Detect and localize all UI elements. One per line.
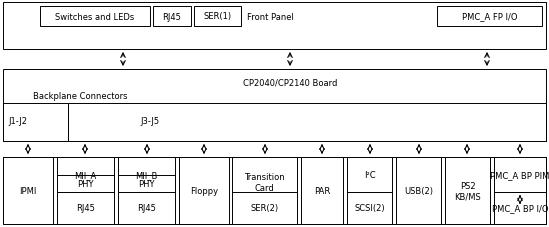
- Bar: [347, 157, 392, 192]
- Text: PS2
KB/MS: PS2 KB/MS: [454, 181, 481, 200]
- Text: PMC_A BP PIM: PMC_A BP PIM: [490, 170, 549, 179]
- Bar: [3, 3, 546, 50]
- Bar: [57, 192, 114, 224]
- Text: Floppy: Floppy: [190, 186, 218, 195]
- Text: MII_A: MII_A: [74, 170, 97, 179]
- Bar: [396, 157, 441, 224]
- Text: SER(1): SER(1): [204, 12, 232, 21]
- Text: MII_B: MII_B: [135, 170, 158, 179]
- Bar: [194, 7, 241, 27]
- Text: USB(2): USB(2): [404, 186, 433, 195]
- Bar: [153, 7, 191, 27]
- Text: Switches and LEDs: Switches and LEDs: [55, 12, 135, 21]
- Bar: [3, 70, 546, 141]
- Text: PHY: PHY: [77, 179, 94, 188]
- Text: PMC_A BP I/O: PMC_A BP I/O: [492, 204, 548, 212]
- Text: Transition
Card: Transition Card: [244, 173, 285, 192]
- Text: SER(2): SER(2): [250, 204, 278, 212]
- Bar: [437, 7, 542, 27]
- Text: PAR: PAR: [314, 186, 330, 195]
- Bar: [232, 157, 297, 207]
- Bar: [118, 192, 175, 224]
- Bar: [494, 157, 546, 192]
- Bar: [301, 157, 343, 224]
- Text: PMC_A FP I/O: PMC_A FP I/O: [462, 12, 517, 21]
- Text: IPMI: IPMI: [19, 186, 37, 195]
- Text: Front Panel: Front Panel: [247, 13, 293, 22]
- Text: RJ45: RJ45: [163, 12, 181, 21]
- Bar: [40, 7, 150, 27]
- Text: I²C: I²C: [363, 170, 376, 179]
- Bar: [347, 192, 392, 224]
- Bar: [118, 175, 175, 192]
- Bar: [3, 157, 546, 224]
- Bar: [232, 192, 297, 224]
- Bar: [179, 157, 229, 224]
- Text: RJ45: RJ45: [137, 204, 156, 212]
- Bar: [3, 104, 68, 141]
- Bar: [3, 157, 53, 224]
- Bar: [57, 175, 114, 192]
- Bar: [494, 192, 546, 224]
- Text: J1-J2: J1-J2: [8, 117, 27, 126]
- Bar: [57, 157, 114, 192]
- Text: CP2040/CP2140 Board: CP2040/CP2140 Board: [243, 78, 337, 87]
- Bar: [118, 157, 175, 192]
- Text: J3-J5: J3-J5: [140, 117, 159, 126]
- Text: Backplane Connectors: Backplane Connectors: [33, 92, 127, 101]
- Text: RJ45: RJ45: [76, 204, 95, 212]
- Text: PHY: PHY: [138, 179, 155, 188]
- Bar: [445, 157, 490, 224]
- Text: SCSI(2): SCSI(2): [354, 204, 385, 212]
- Bar: [68, 104, 546, 141]
